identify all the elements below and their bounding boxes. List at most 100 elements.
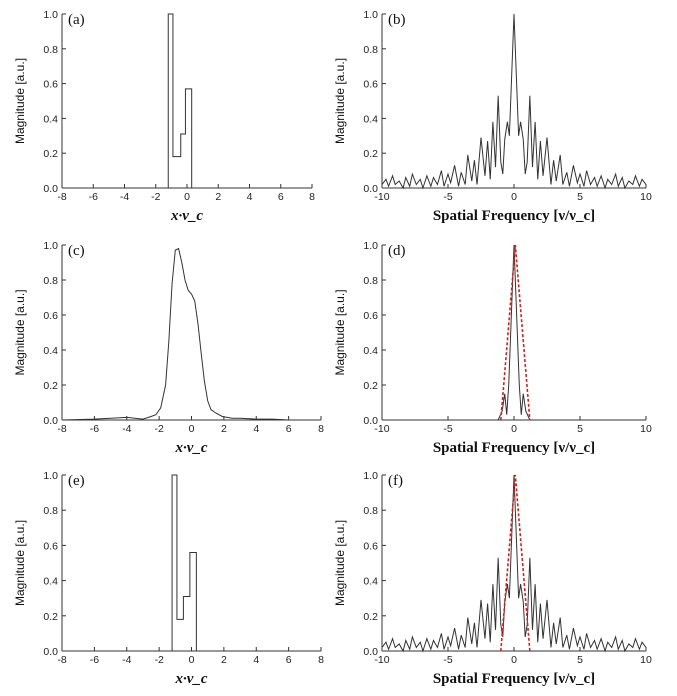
x-tick-label: 2 <box>221 654 227 666</box>
panel-b: 0.0 0.2 0.4 0.6 0.8 1.0 -10 -5 0 5 10 Magnitude [a.… <box>333 9 652 224</box>
x-tick-label: 4 <box>253 423 259 435</box>
x-tick-label: -8 <box>57 191 66 203</box>
y-tick-label: 0.8 <box>363 505 378 517</box>
x-tick-label: 8 <box>309 191 315 203</box>
y-tick-label: 0.4 <box>363 345 378 357</box>
y-tick-label: 0.0 <box>43 415 58 427</box>
y-tick-label: 0.8 <box>43 275 58 287</box>
x-tick-label: -6 <box>89 191 98 203</box>
x-tick-label: -2 <box>154 423 163 435</box>
x-tick-label: -5 <box>443 423 452 435</box>
panel-e: 0.0 0.2 0.4 0.6 0.8 1.0 -8 -6 -4 -2 0 2 4 6 8 Magnitude… <box>13 470 324 687</box>
panel-label: (a) <box>68 12 85 28</box>
y-tick-label: 1.0 <box>363 9 378 21</box>
x-axis-label: Spatial Frequency [ν/ν_c] <box>433 671 595 687</box>
y-tick-label: 0.2 <box>363 380 378 392</box>
y-tick-label: 0.4 <box>43 345 58 357</box>
x-axis-label: Spatial Frequency [ν/ν_c] <box>433 440 595 456</box>
x-tick-label: 0 <box>189 654 195 666</box>
y-tick-label: 0.0 <box>363 415 378 427</box>
x-tick-label: -4 <box>122 423 131 435</box>
x-tick-label: -5 <box>443 654 452 666</box>
y-tick-label: 1.0 <box>363 240 378 252</box>
y-tick-label: 0.2 <box>363 148 378 160</box>
x-tick-label: 10 <box>640 654 652 666</box>
x-tick-label: 0 <box>189 423 195 435</box>
x-tick-label: -2 <box>154 654 163 666</box>
x-tick-label: -4 <box>122 654 131 666</box>
fit-line-dashed <box>500 244 531 421</box>
panel-label: (b) <box>388 12 406 28</box>
x-tick-label: 5 <box>577 423 583 435</box>
y-tick-label: 0.0 <box>363 646 378 658</box>
y-tick-label: 0.4 <box>363 576 378 588</box>
y-tick-label: 0.6 <box>363 79 378 91</box>
y-tick-label: 0.8 <box>43 505 58 517</box>
x-tick-label: -8 <box>57 423 66 435</box>
fit-line-dashed <box>500 474 531 652</box>
x-tick-label: 4 <box>253 654 259 666</box>
x-tick-label: 2 <box>215 191 221 203</box>
x-tick-label: -6 <box>90 423 99 435</box>
y-tick-label: 0.8 <box>43 44 58 56</box>
data-line <box>382 244 646 421</box>
panel-d: 0.0 0.2 0.4 0.6 0.8 1.0 -10 -5 0 5 10 Magnitude [a.… <box>333 240 652 456</box>
x-tick-label: -2 <box>151 191 160 203</box>
y-tick-label: 0.4 <box>43 576 58 588</box>
x-axis-label: Spatial Frequency [ν/ν_c] <box>433 208 595 224</box>
y-axis-label: Magnitude [a.u.] <box>333 58 347 144</box>
y-tick-label: 0.6 <box>363 540 378 552</box>
x-tick-label: 0 <box>184 191 190 203</box>
panel-label: (e) <box>68 473 85 489</box>
panel-label: (c) <box>68 243 85 259</box>
panel-a: 0.0 0.2 0.4 0.6 0.8 1.0 -8 -6 -4 -2 0 2 4 6 8 Magnitude… <box>13 9 315 224</box>
x-tick-label: -10 <box>374 191 389 203</box>
x-tick-label: -10 <box>374 654 389 666</box>
panel-f: 0.0 0.2 0.4 0.6 0.8 1.0 -10 -5 0 5 10 Magnitude [a.… <box>333 470 652 687</box>
x-tick-label: 8 <box>318 654 324 666</box>
y-tick-label: 0.8 <box>363 44 378 56</box>
x-tick-label: 10 <box>640 423 652 435</box>
x-tick-label: 6 <box>286 423 292 435</box>
y-tick-label: 0.8 <box>363 275 378 287</box>
y-tick-label: 0.2 <box>363 611 378 623</box>
y-tick-label: 0.2 <box>43 611 58 623</box>
y-tick-label: 1.0 <box>43 470 58 482</box>
y-tick-label: 0.4 <box>43 113 58 125</box>
y-tick-label: 0.0 <box>43 646 58 658</box>
y-tick-label: 0.0 <box>43 183 58 195</box>
panel-label: (d) <box>388 243 406 259</box>
y-tick-label: 1.0 <box>43 240 58 252</box>
data-line <box>62 474 321 652</box>
data-line <box>62 13 312 189</box>
y-tick-label: 0.2 <box>43 380 58 392</box>
x-axis-label: x·ν_c <box>174 671 207 687</box>
x-tick-label: 5 <box>577 191 583 203</box>
data-line <box>381 474 647 653</box>
x-tick-label: 2 <box>221 423 227 435</box>
y-axis-label: Magnitude [a.u.] <box>333 289 347 375</box>
y-tick-label: 0.4 <box>363 113 378 125</box>
x-axis-label: x·ν_c <box>170 208 203 224</box>
y-tick-label: 0.2 <box>43 148 58 160</box>
y-axis-label: Magnitude [a.u.] <box>13 58 27 144</box>
x-tick-label: -4 <box>120 191 129 203</box>
y-tick-label: 0.6 <box>43 310 58 322</box>
x-tick-label: -6 <box>90 654 99 666</box>
x-tick-label: 10 <box>640 191 652 203</box>
y-tick-label: 0.6 <box>363 310 378 322</box>
x-tick-label: 0 <box>511 654 517 666</box>
x-tick-label: 0 <box>511 423 517 435</box>
x-tick-label: -5 <box>443 191 452 203</box>
y-tick-label: 0.0 <box>363 183 378 195</box>
y-tick-label: 1.0 <box>43 9 58 21</box>
y-tick-label: 1.0 <box>363 470 378 482</box>
data-line <box>381 13 647 190</box>
x-tick-label: 5 <box>577 654 583 666</box>
x-tick-label: 6 <box>278 191 284 203</box>
y-axis-label: Magnitude [a.u.] <box>333 520 347 606</box>
panel-label: (f) <box>388 473 403 489</box>
panel-c: 0.0 0.2 0.4 0.6 0.8 1.0 -8 -6 -4 -2 0 2 4 6 8 Magnitude… <box>13 240 324 456</box>
x-tick-label: 4 <box>247 191 253 203</box>
